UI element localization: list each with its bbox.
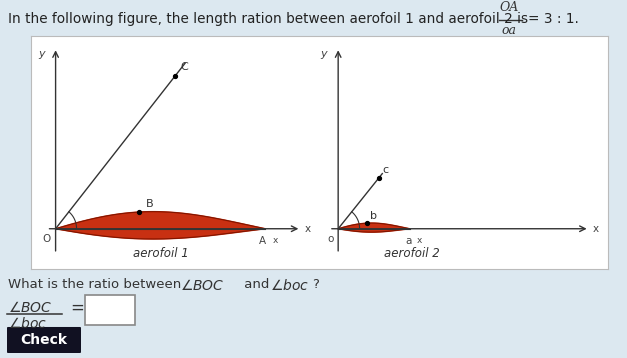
Text: In the following figure, the length ration between aerofoil 1 and aerofoil 2 is: In the following figure, the length rati… (8, 12, 532, 26)
Text: x: x (304, 224, 310, 234)
Text: y: y (38, 49, 45, 59)
Text: =: = (70, 299, 84, 317)
Text: $\angle boc$: $\angle boc$ (8, 316, 47, 331)
Text: x: x (593, 224, 599, 234)
Text: C: C (180, 62, 188, 72)
Text: c: c (382, 165, 389, 175)
FancyBboxPatch shape (85, 295, 135, 325)
FancyBboxPatch shape (7, 327, 81, 353)
Text: y: y (320, 49, 327, 59)
Text: o: o (327, 234, 334, 244)
Text: b: b (371, 211, 377, 221)
Text: $\angle boc$: $\angle boc$ (270, 278, 309, 293)
Text: A: A (259, 236, 266, 246)
Text: B: B (145, 199, 153, 209)
Text: a: a (405, 236, 412, 246)
Text: x: x (417, 236, 423, 245)
Text: and: and (240, 278, 273, 291)
Polygon shape (338, 223, 409, 232)
Text: What is the ratio between: What is the ratio between (8, 278, 186, 291)
Text: = 3 : 1.: = 3 : 1. (528, 12, 579, 26)
Text: x: x (273, 236, 278, 245)
Text: Check: Check (21, 333, 68, 347)
Polygon shape (56, 212, 265, 239)
Text: OA: OA (500, 1, 519, 14)
Text: oa: oa (501, 24, 516, 38)
Text: $\angle BOC$: $\angle BOC$ (180, 278, 224, 293)
Text: $\angle BOC$: $\angle BOC$ (8, 300, 53, 315)
Text: ?: ? (312, 278, 319, 291)
Text: aerofoil 2: aerofoil 2 (384, 247, 440, 260)
Text: aerofoil 1: aerofoil 1 (132, 247, 188, 260)
Text: O: O (43, 234, 51, 244)
